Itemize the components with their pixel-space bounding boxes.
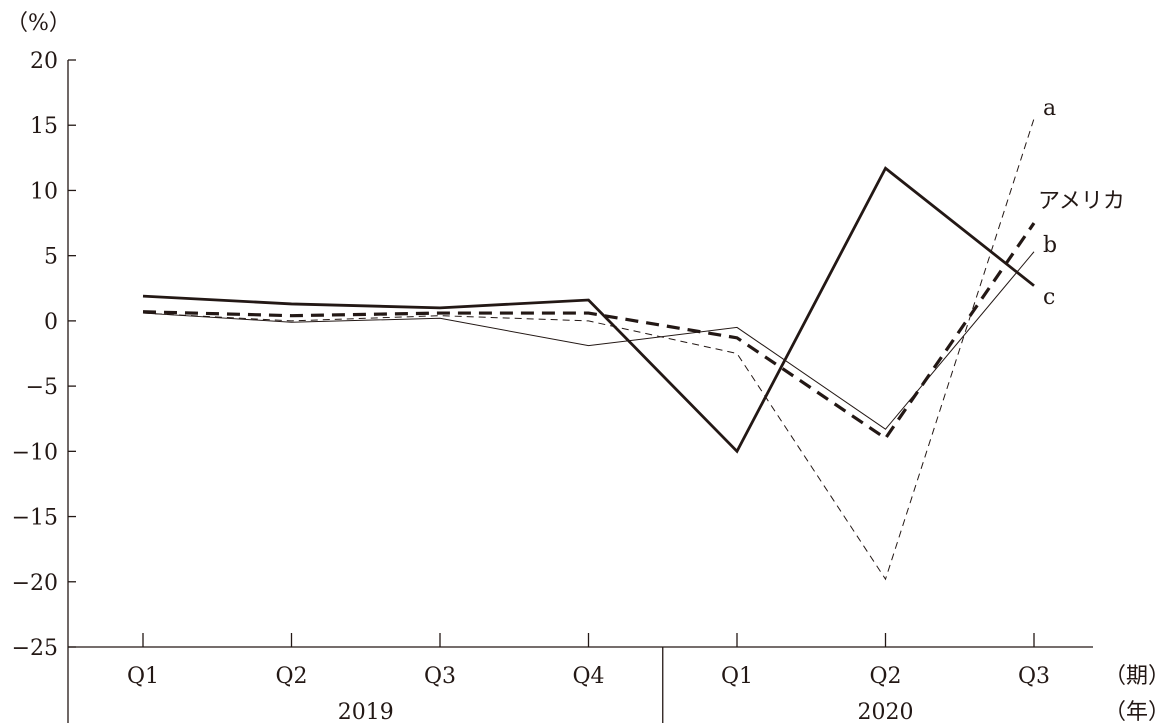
series-label: c [1043,285,1055,310]
x-tick-label: Q4 [572,664,604,689]
year-label: 2019 [338,700,394,723]
series-label: アメリカ [1038,189,1125,214]
series-line-a [142,118,1035,581]
y-tick-label: 10 [30,179,58,204]
x-tick-label: Q2 [869,664,901,689]
x-tick-label: Q1 [127,664,159,689]
x-tick-label: Q3 [1018,664,1050,689]
year-label: 2020 [858,700,914,723]
x-tick-label: Q1 [721,664,753,689]
series-line-america [142,222,1036,441]
y-tick-label: 5 [44,245,58,270]
y-tick-label: 0 [44,310,58,335]
series-label: a [1043,96,1056,121]
y-tick-label: −15 [12,506,58,531]
series-label: b [1043,233,1057,258]
y-tick-label: −20 [12,571,58,596]
x-axis-year-unit-label: （年） [1104,700,1162,723]
y-axis-unit-label: （%） [6,11,71,36]
x-axis-period-unit-label: （期） [1104,664,1162,689]
x-tick-label: Q3 [424,664,456,689]
y-tick-label: −25 [12,636,58,661]
series-line-c [142,166,1035,454]
y-tick-label: −10 [12,440,58,465]
y-tick-label: 15 [30,114,58,139]
x-tick-label: Q2 [275,664,307,689]
y-tick-label: 20 [30,49,58,74]
series-line-b [142,251,1035,430]
y-tick-label: −5 [26,375,58,400]
